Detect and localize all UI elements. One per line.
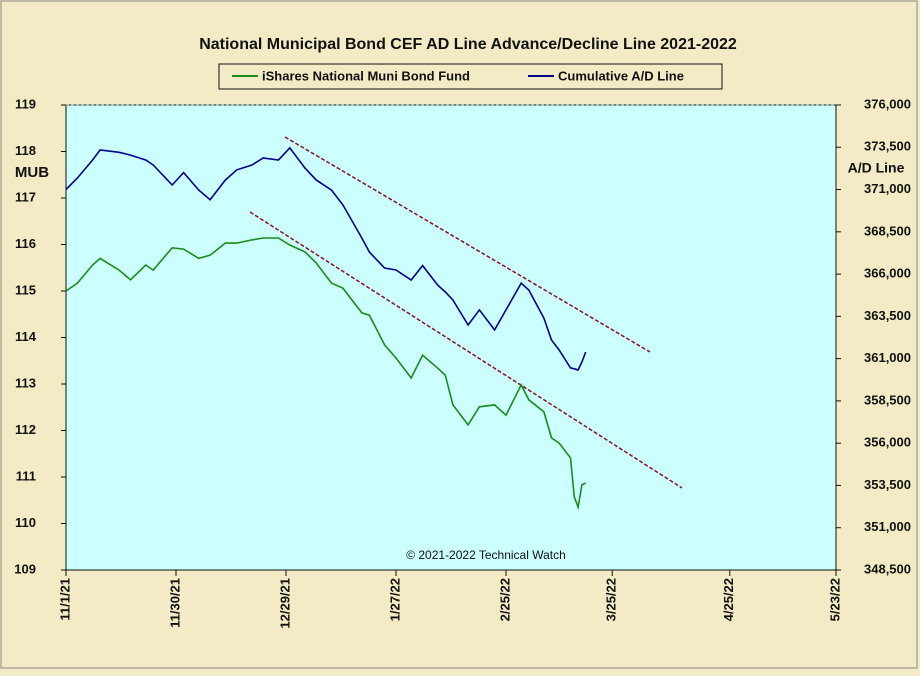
legend-label: iShares National Muni Bond Fund <box>262 68 470 83</box>
series-line <box>65 146 587 371</box>
x-tick-label: 4/25/22 <box>721 578 736 621</box>
x-tick-label: 11/30/21 <box>167 578 182 628</box>
y-tick-label: 113 <box>15 375 36 390</box>
y-tick-label: 111 <box>16 468 36 483</box>
y2-tick-label: 358,500 <box>864 392 911 407</box>
copyright: © 2021-2022 Technical Watch <box>406 548 566 562</box>
x-tick-label: 11/1/21 <box>57 578 72 621</box>
y2-tick-label: 351,000 <box>864 519 911 534</box>
y2-tick-label: 356,000 <box>864 435 911 450</box>
chart-title: National Municipal Bond CEF AD Line Adva… <box>199 36 737 53</box>
y-tick-label: 114 <box>15 329 37 344</box>
y-tick-label: 119 <box>15 96 36 111</box>
legend-label: Cumulative A/D Line <box>558 68 684 83</box>
series-line <box>65 237 587 511</box>
y-tick-label: 117 <box>15 189 36 204</box>
y2-tick-label: 373,500 <box>864 139 911 154</box>
legend-box <box>218 63 723 90</box>
x-tick-label: 1/27/22 <box>387 578 402 621</box>
y-tick-label: 110 <box>15 515 36 530</box>
trend-line <box>249 211 683 489</box>
x-tick-label: 5/23/22 <box>827 578 842 621</box>
y-tick-label: 109 <box>14 561 36 576</box>
y2-tick-label: 353,500 <box>864 477 911 492</box>
y-tick-label: 116 <box>15 236 36 251</box>
y2-tick-label: 368,500 <box>864 223 911 238</box>
x-tick-label: 2/25/22 <box>497 578 512 621</box>
x-tick-label: 3/25/22 <box>604 578 619 621</box>
y-tick-label: 118 <box>15 143 36 158</box>
x-tick-label: 12/29/21 <box>277 578 292 629</box>
y2-axis-label: A/D Line <box>848 160 905 176</box>
y-axis-label: MUB <box>15 164 49 181</box>
y2-tick-label: 371,000 <box>864 181 911 196</box>
y2-tick-label: 348,500 <box>864 561 911 576</box>
y-tick-label: 112 <box>15 422 36 437</box>
y2-tick-label: 376,000 <box>864 96 911 111</box>
y2-tick-label: 361,000 <box>864 350 911 365</box>
y2-tick-label: 363,500 <box>864 308 911 323</box>
y-tick-label: 115 <box>15 282 36 297</box>
trend-line <box>284 136 651 353</box>
y2-tick-label: 366,000 <box>864 266 911 281</box>
